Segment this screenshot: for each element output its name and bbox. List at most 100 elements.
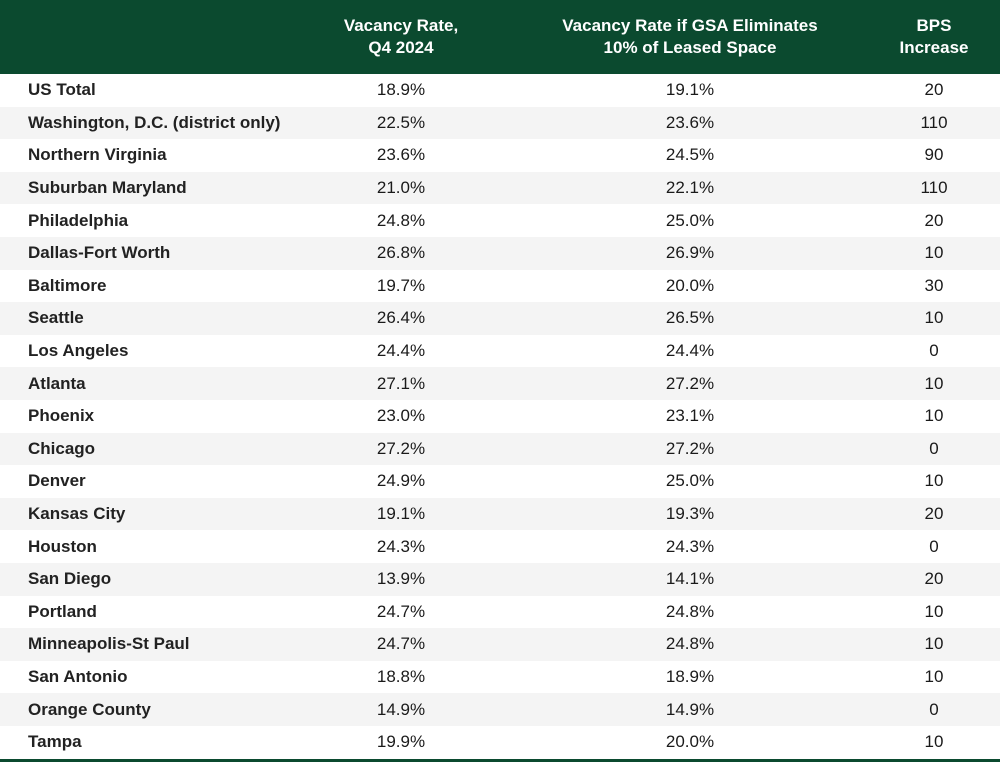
market-cell: Kansas City bbox=[28, 504, 126, 524]
bps-increase-cell: 10 bbox=[924, 373, 944, 393]
vacancy-gsa-cell: 24.8% bbox=[665, 601, 715, 621]
table-row: US Total 18.9% 19.1% 20 bbox=[0, 74, 1000, 107]
market-cell: San Antonio bbox=[28, 666, 128, 686]
table-row: Houston 24.3% 24.3% 0 bbox=[0, 530, 1000, 563]
table-row: Portland 24.7% 24.8% 10 bbox=[0, 595, 1000, 629]
table-row: Atlanta 27.1% 27.2% 10 bbox=[0, 367, 1000, 400]
vacancy-gsa-cell: 24.3% bbox=[665, 536, 715, 556]
vacancy-gsa-cell: 25.0% bbox=[665, 471, 715, 491]
table-row: Kansas City 19.1% 19.3% 20 bbox=[0, 497, 1000, 531]
market-cell: San Diego bbox=[28, 569, 112, 589]
table-row: Los Angeles 24.4% 24.4% 0 bbox=[0, 334, 1000, 368]
table-row: Chicago 27.2% 27.2% 0 bbox=[0, 432, 1000, 466]
vacancy-gsa-cell: 24.4% bbox=[665, 341, 715, 361]
vacancy-gsa-cell: 23.1% bbox=[665, 406, 715, 426]
table-row: Philadelphia 24.8% 25.0% 20 bbox=[0, 204, 1000, 237]
vacancy-q4-2024-cell: 13.9% bbox=[376, 569, 426, 589]
market-cell: Suburban Maryland bbox=[28, 178, 187, 198]
bps-increase-cell: 20 bbox=[924, 504, 944, 524]
vacancy-q4-2024-cell: 24.9% bbox=[376, 471, 426, 491]
table-row: Seattle 26.4% 26.5% 10 bbox=[0, 302, 1000, 335]
market-cell: Minneapolis-St Paul bbox=[28, 634, 190, 654]
column-header-1: Vacancy Rate, Q4 2024 bbox=[290, 0, 512, 74]
vacancy-q4-2024-cell: 19.7% bbox=[376, 275, 426, 295]
vacancy-q4-2024-cell: 14.9% bbox=[376, 699, 426, 719]
bps-increase-cell: 0 bbox=[929, 536, 939, 556]
bps-increase-cell: 110 bbox=[920, 178, 948, 198]
vacancy-gsa-cell: 18.9% bbox=[665, 666, 715, 686]
bps-increase-cell: 20 bbox=[924, 210, 944, 230]
bps-increase-cell: 10 bbox=[924, 471, 944, 491]
vacancy-gsa-cell: 19.3% bbox=[665, 504, 715, 524]
column-header-3-line-1: Increase bbox=[899, 38, 969, 57]
market-cell: Houston bbox=[28, 536, 97, 556]
vacancy-gsa-cell: 25.0% bbox=[665, 210, 715, 230]
vacancy-q4-2024-cell: 24.8% bbox=[376, 210, 426, 230]
table-row: Washington, D.C. (district only) 22.5% 23.… bbox=[0, 106, 1000, 140]
market-cell: Atlanta bbox=[28, 373, 86, 393]
vacancy-q4-2024-cell: 23.6% bbox=[376, 145, 426, 165]
vacancy-q4-2024-cell: 24.7% bbox=[376, 634, 426, 654]
vacancy-gsa-cell: 27.2% bbox=[665, 438, 715, 458]
market-cell: Northern Virginia bbox=[28, 145, 167, 165]
bps-increase-cell: 110 bbox=[920, 112, 948, 132]
bps-increase-cell: 0 bbox=[929, 699, 939, 719]
column-header-3-line-0: BPS bbox=[916, 16, 952, 35]
vacancy-q4-2024-cell: 19.9% bbox=[376, 732, 426, 752]
vacancy-q4-2024-cell: 23.0% bbox=[376, 406, 426, 426]
market-cell: Portland bbox=[28, 601, 97, 621]
market-cell: Philadelphia bbox=[28, 210, 129, 230]
market-cell: Washington, D.C. (district only) bbox=[28, 112, 281, 132]
market-cell: Seattle bbox=[28, 308, 84, 328]
table-row: Suburban Maryland 21.0% 22.1% 110 bbox=[0, 171, 1000, 205]
vacancy-q4-2024-cell: 24.3% bbox=[376, 536, 426, 556]
bps-increase-cell: 10 bbox=[924, 308, 944, 328]
table-row: San Diego 13.9% 14.1% 20 bbox=[0, 562, 1000, 596]
column-header-3: BPS Increase bbox=[868, 0, 1000, 74]
table-row: Phoenix 23.0% 23.1% 10 bbox=[0, 399, 1000, 433]
vacancy-q4-2024-cell: 18.8% bbox=[376, 666, 426, 686]
table-row: Baltimore 19.7% 20.0% 30 bbox=[0, 269, 1000, 303]
bps-increase-cell: 10 bbox=[924, 243, 944, 263]
bps-increase-cell: 0 bbox=[929, 341, 939, 361]
table-row: San Antonio 18.8% 18.9% 10 bbox=[0, 660, 1000, 694]
header-row: Vacancy Rate, Q4 2024 Vacancy Rate if GSA … bbox=[0, 0, 1000, 74]
column-header-0 bbox=[0, 0, 290, 74]
vacancy-gsa-cell: 27.2% bbox=[665, 373, 715, 393]
vacancy-gsa-cell: 14.9% bbox=[665, 699, 715, 719]
market-cell: Orange County bbox=[28, 699, 151, 719]
bps-increase-cell: 10 bbox=[924, 634, 944, 654]
bottom-rule bbox=[0, 759, 1000, 762]
vacancy-gsa-cell: 20.0% bbox=[665, 732, 715, 752]
bps-increase-cell: 10 bbox=[924, 601, 944, 621]
market-cell: Dallas-Fort Worth bbox=[28, 243, 171, 263]
bps-increase-cell: 10 bbox=[924, 666, 944, 686]
vacancy-q4-2024-cell: 27.2% bbox=[376, 438, 426, 458]
table-row: Tampa 19.9% 20.0% 10 bbox=[0, 725, 1000, 759]
vacancy-q4-2024-cell: 19.1% bbox=[376, 504, 426, 524]
bps-increase-cell: 10 bbox=[924, 406, 944, 426]
vacancy-q4-2024-cell: 18.9% bbox=[376, 80, 426, 100]
vacancy-q4-2024-cell: 26.4% bbox=[376, 308, 426, 328]
market-cell: Tampa bbox=[28, 732, 82, 752]
market-cell: Denver bbox=[28, 471, 86, 491]
table-row: Minneapolis-St Paul 24.7% 24.8% 10 bbox=[0, 628, 1000, 661]
vacancy-q4-2024-cell: 21.0% bbox=[376, 178, 426, 198]
vacancy-gsa-cell: 26.9% bbox=[665, 243, 715, 263]
vacancy-q4-2024-cell: 24.4% bbox=[376, 341, 426, 361]
vacancy-gsa-cell: 24.5% bbox=[665, 145, 715, 165]
bps-increase-cell: 90 bbox=[924, 145, 944, 165]
bps-increase-cell: 20 bbox=[924, 569, 944, 589]
table-body: US Total 18.9% 19.1% 20 Washington, D.C. (di… bbox=[0, 74, 1000, 759]
vacancy-q4-2024-cell: 24.7% bbox=[376, 601, 426, 621]
vacancy-gsa-cell: 24.8% bbox=[665, 634, 715, 654]
bps-increase-cell: 10 bbox=[924, 732, 944, 752]
column-header-1-line-1: Q4 2024 bbox=[368, 38, 434, 57]
bps-increase-cell: 0 bbox=[929, 438, 939, 458]
market-cell: Los Angeles bbox=[28, 341, 129, 361]
column-header-2: Vacancy Rate if GSA Eliminates 10% of Lea… bbox=[512, 0, 868, 74]
bps-increase-cell: 20 bbox=[924, 80, 944, 100]
market-cell: Baltimore bbox=[28, 275, 107, 295]
